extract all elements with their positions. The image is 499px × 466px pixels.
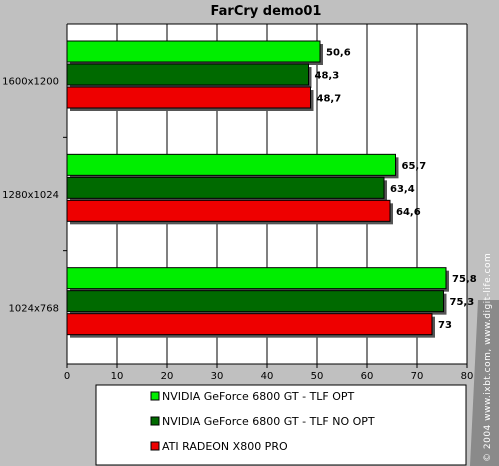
- data-label: 64,6: [396, 207, 421, 218]
- watermark-text: © 2004 www.ixbt.com, www.digit-life.com: [483, 253, 493, 462]
- legend: NVIDIA GeForce 6800 GT - TLF OPT NVIDIA G…: [95, 384, 467, 466]
- x-tick-label: 60: [361, 371, 374, 382]
- chart-title: FarCry demo01: [211, 4, 322, 19]
- x-tick-label: 40: [261, 371, 274, 382]
- data-label: 65,7: [402, 161, 427, 172]
- watermark: © 2004 www.ixbt.com, www.digit-life.com: [470, 253, 499, 466]
- watermark-band: [470, 300, 499, 466]
- y-tick-label: 1600x1200: [2, 77, 59, 88]
- bar: [66, 199, 391, 222]
- bar: [66, 86, 311, 109]
- bar: [66, 313, 433, 336]
- bars: 50,6 48,3 48,7 65,7 63,4 64,6 75,8 75,3 73: [66, 40, 477, 338]
- data-label: 63,4: [390, 184, 415, 195]
- legend-swatch: [150, 416, 160, 426]
- bar: [66, 176, 385, 199]
- x-tick-label: 10: [111, 371, 124, 382]
- bar: [66, 290, 444, 313]
- legend-swatch: [150, 441, 160, 451]
- data-label: 50,6: [326, 48, 351, 59]
- data-label: 48,3: [315, 71, 340, 82]
- x-tick-label: 80: [461, 371, 474, 382]
- legend-label: NVIDIA GeForce 6800 GT - TLF NO OPT: [162, 415, 375, 428]
- y-tick-label: 1024x768: [9, 303, 59, 314]
- x-tick-label: 70: [411, 371, 424, 382]
- x-tick-label: 20: [161, 371, 174, 382]
- data-label: 75,3: [450, 297, 475, 308]
- bar: [66, 40, 321, 63]
- x-tick-label: 50: [311, 371, 324, 382]
- data-label: 48,7: [317, 94, 342, 105]
- bar: [66, 63, 309, 86]
- legend-swatch: [150, 391, 160, 401]
- x-tick-label: 0: [64, 371, 70, 382]
- legend-label: ATI RADEON X800 PRO: [162, 440, 288, 453]
- legend-label: NVIDIA GeForce 6800 GT - TLF OPT: [162, 390, 355, 403]
- bar: [66, 153, 396, 176]
- data-label: 75,8: [452, 274, 477, 285]
- bar: [66, 267, 447, 290]
- y-tick-label: 1280x1024: [2, 190, 59, 201]
- x-tick-label: 30: [211, 371, 224, 382]
- axes: 1600x1200 1280x1024 1024x768 0 10 20 30 40 50 60 7…: [2, 23, 474, 382]
- data-label: 73: [438, 320, 452, 331]
